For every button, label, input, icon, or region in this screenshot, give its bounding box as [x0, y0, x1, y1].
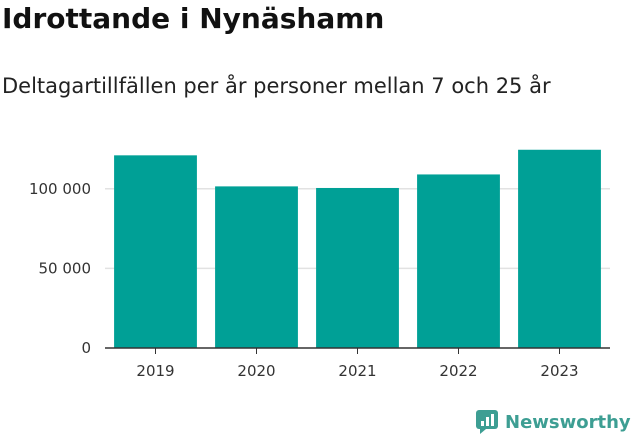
bar — [114, 155, 197, 348]
bar — [417, 174, 500, 348]
y-tick-label: 100 000 — [29, 180, 91, 198]
x-tick-label: 2022 — [439, 362, 477, 380]
bar — [518, 149, 601, 348]
bar — [215, 186, 298, 348]
brand-logo: Newsworthy — [475, 408, 631, 436]
x-tick-label: 2019 — [136, 362, 174, 380]
bar — [316, 187, 399, 348]
x-tick-label: 2021 — [338, 362, 376, 380]
y-tick-label: 50 000 — [39, 259, 92, 277]
x-tick-label: 2020 — [237, 362, 275, 380]
brand-name: Newsworthy — [505, 411, 631, 433]
newsworthy-logo-icon — [476, 410, 498, 434]
chart-title: Idrottande i Nynäshamn — [2, 2, 385, 35]
y-tick-label: 0 — [81, 339, 91, 357]
x-tick-label: 2023 — [540, 362, 578, 380]
chart-subtitle: Deltagartillfällen per år personer mella… — [2, 74, 551, 98]
